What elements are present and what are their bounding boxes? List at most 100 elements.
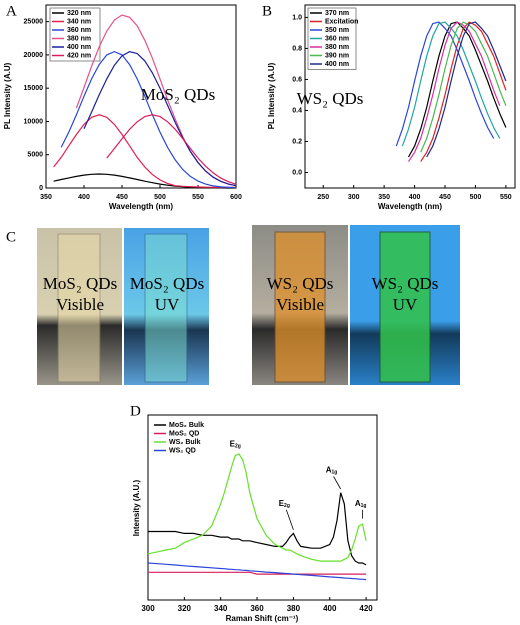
panel-label: B [262,3,272,19]
y-tick-label: 25000 [24,18,44,25]
photo-caption: MoS₂ QDs [130,274,204,293]
y-tick-label: 5000 [27,152,43,159]
series-line [426,21,507,158]
x-tick-label: 420 [359,604,373,613]
peak-label: E2g [279,499,290,509]
x-tick-label: 250 [317,194,329,201]
y-tick-label: 10000 [24,118,44,125]
x-tick-label: 350 [378,194,390,201]
panel-label: C [6,229,16,245]
peak-subscript: 1g [332,470,338,476]
y-axis-label: PL Intensity (A.U) [267,62,276,129]
series-line [420,21,507,162]
y-axis-label: Intensity (A.U.) [132,479,141,536]
x-tick-label: 300 [348,194,360,201]
legend-label: 320 nm [67,10,91,17]
peak-arrow [285,509,294,530]
peak-label: E2g [230,440,241,450]
series-line [53,114,236,188]
peak-letter: A [326,466,332,475]
legend-label: 360 nm [325,35,349,42]
y-tick-label: 1.0 [292,14,302,21]
legend-label: WS₂ Bulk [169,439,201,446]
series-line [407,21,507,158]
cuvette [57,233,101,383]
plot-frame [45,4,237,189]
series-line [147,453,367,562]
x-tick-label: 400 [409,194,421,201]
x-tick-label: 550 [192,194,204,201]
photo-caption: MoS₂ QDs [43,274,117,293]
legend-label: 390 nm [325,52,349,59]
series-line [60,50,237,189]
legend-box [307,7,357,70]
cuvette [144,233,188,383]
x-tick-label: 360 [250,604,264,613]
photo-panel: C [6,225,460,385]
panel-label: D [130,403,141,419]
legend-label: 400 nm [325,61,349,68]
series-line [148,492,367,566]
series-line [395,21,495,147]
cuvette [274,231,326,383]
x-axis-label: Wavelength (nm) [378,202,442,211]
series-line [83,51,237,187]
photo-caption: UV [155,295,180,314]
plot-frame [147,414,378,601]
y-axis-label: PL Intensity (A.U) [3,62,12,129]
legend-label: 360 nm [67,27,91,34]
peak-letter: E [279,499,285,508]
y-tick-label: 20000 [24,52,44,59]
legend-label: Excitation [325,18,358,25]
x-tick-label: 340 [214,604,228,613]
peak-arrow [333,476,341,490]
photo-caption: UV [393,295,418,314]
y-tick-label: 0.4 [292,107,302,114]
series-line [148,571,367,575]
y-tick-label: 0.0 [292,169,302,176]
y-tick-label: 15000 [24,85,44,92]
plot-frame [304,4,516,189]
legend-label: 380 nm [67,35,91,42]
x-tick-label: 500 [470,194,482,201]
series-line [106,114,237,185]
x-tick-label: 600 [230,194,242,201]
x-tick-label: 300 [141,604,155,613]
x-axis-label: Raman Shift (cm⁻¹) [226,614,299,623]
legend-box [49,7,101,62]
y-tick-label: 0.8 [292,45,302,52]
x-tick-label: 400 [78,194,90,201]
x-axis-label: Wavelength (nm) [109,202,173,211]
peak-subscript: 1g [361,503,367,509]
legend-label: MoS₂ Bulk [169,422,204,429]
panel-label: A [6,3,17,19]
x-tick-label: 450 [116,194,128,201]
y-tick-label: 0.2 [292,138,302,145]
series-line [147,562,367,581]
legend-label: 420 nm [67,52,91,59]
series-line [401,21,501,147]
y-tick-label: 0 [39,185,43,192]
peak-label: A1g [326,466,338,476]
x-tick-label: 320 [178,604,192,613]
annotation: MoS₂ QDs [141,85,215,104]
annotation: WS₂ QDs [297,89,364,108]
peak-subscript: 2g [284,503,290,509]
legend-label: 340 nm [67,18,91,25]
x-tick-label: 550 [500,194,512,201]
x-tick-label: 500 [154,194,166,201]
legend-label: 380 nm [325,44,349,51]
photo-caption: WS₂ QDs [372,274,439,293]
x-tick-label: 450 [439,194,451,201]
peak-label: A1g [355,499,367,509]
photo-caption: Visible [56,295,104,314]
peak-letter: E [230,440,236,449]
legend-label: 400 nm [67,44,91,51]
photo-caption: WS₂ QDs [267,274,334,293]
legend-label: 370 nm [325,10,349,17]
peak-subscript: 2g [235,444,241,450]
legend-label: MoS₂ QD [169,430,199,437]
series-line [420,21,507,153]
legend-label: 350 nm [325,27,349,34]
